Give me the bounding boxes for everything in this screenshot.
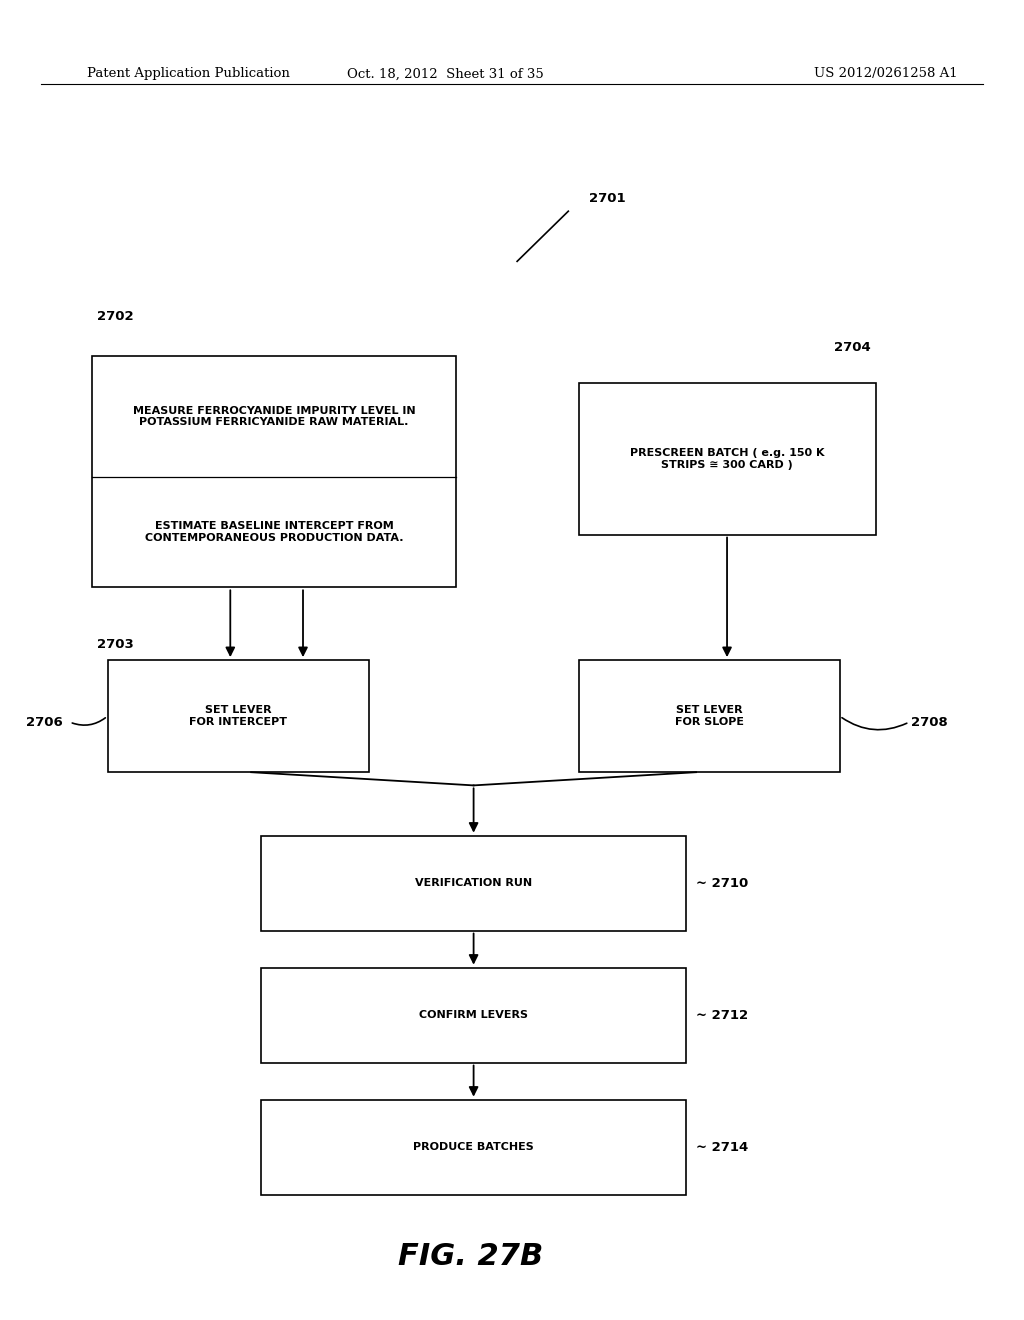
Text: PRESCREEN BATCH ( e.g. 150 K
STRIPS ≅ 300 CARD ): PRESCREEN BATCH ( e.g. 150 K STRIPS ≅ 30… (630, 447, 824, 470)
Bar (92, 356, 456, 587)
Bar (261, 1100, 686, 1195)
Text: 2703: 2703 (97, 638, 134, 651)
Text: ESTIMATE BASELINE INTERCEPT FROM
CONTEMPORANEOUS PRODUCTION DATA.: ESTIMATE BASELINE INTERCEPT FROM CONTEMP… (144, 521, 403, 543)
Text: 2704: 2704 (834, 341, 870, 354)
Text: Patent Application Publication: Patent Application Publication (87, 67, 290, 81)
Text: 2702: 2702 (97, 310, 134, 323)
Text: 2706: 2706 (26, 715, 62, 729)
Text: 2701: 2701 (589, 191, 626, 205)
Text: MEASURE FERROCYANIDE IMPURITY LEVEL IN
POTASSIUM FERRICYANIDE RAW MATERIAL.: MEASURE FERROCYANIDE IMPURITY LEVEL IN P… (132, 405, 416, 428)
Bar (579, 383, 876, 535)
Text: Oct. 18, 2012  Sheet 31 of 35: Oct. 18, 2012 Sheet 31 of 35 (347, 67, 544, 81)
Text: SET LEVER
FOR SLOPE: SET LEVER FOR SLOPE (675, 705, 743, 727)
Text: 2708: 2708 (911, 715, 948, 729)
Text: ~ 2712: ~ 2712 (696, 1008, 749, 1022)
Text: US 2012/0261258 A1: US 2012/0261258 A1 (814, 67, 957, 81)
Text: ~ 2710: ~ 2710 (696, 876, 749, 890)
Bar (108, 660, 369, 772)
Text: FIG. 27B: FIG. 27B (398, 1242, 544, 1271)
Text: ~ 2714: ~ 2714 (696, 1140, 749, 1154)
Text: VERIFICATION RUN: VERIFICATION RUN (415, 878, 532, 888)
Text: CONFIRM LEVERS: CONFIRM LEVERS (419, 1010, 528, 1020)
Text: PRODUCE BATCHES: PRODUCE BATCHES (414, 1142, 534, 1152)
Bar (261, 968, 686, 1063)
Text: SET LEVER
FOR INTERCEPT: SET LEVER FOR INTERCEPT (189, 705, 287, 727)
Bar (579, 660, 840, 772)
Bar (261, 836, 686, 931)
